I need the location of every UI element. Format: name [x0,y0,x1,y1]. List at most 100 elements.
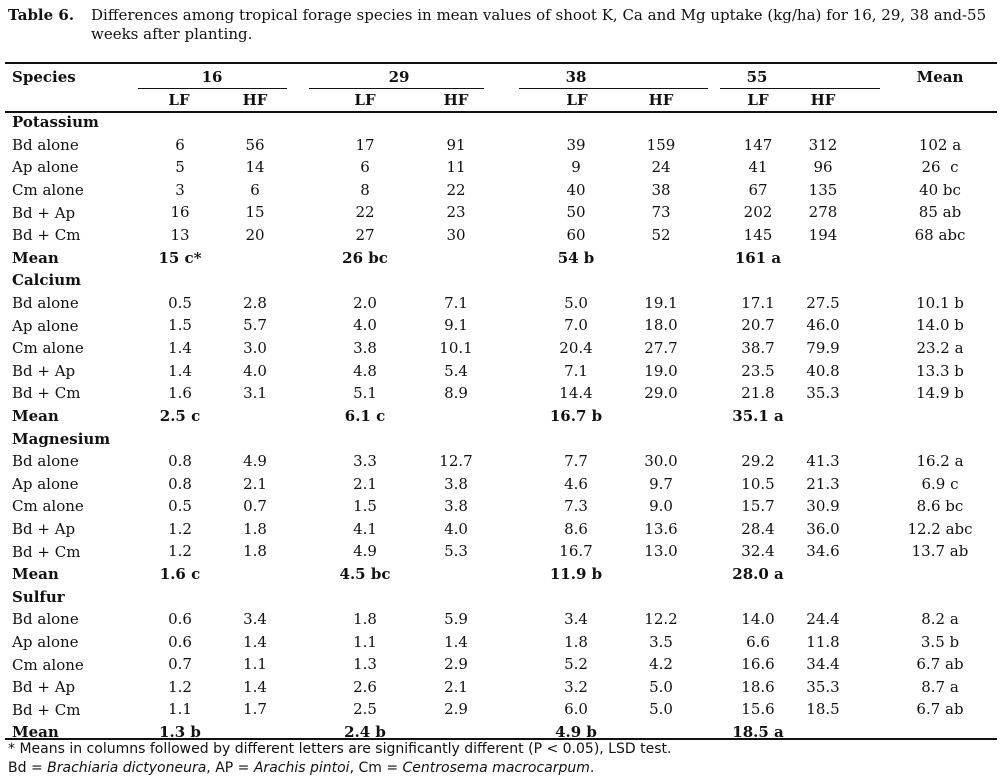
week-mean-cell: 54 b [557,248,595,267]
species-cell: Ap alone [12,474,79,493]
value-cell: 1.5 [353,497,377,516]
species-cell: Bd alone [12,610,79,629]
species-header: Species [12,68,76,86]
value-cell: 147 [743,135,773,154]
table-row: Bd + Ap 1.4 4.0 4.8 5.4 7.1 19.0 23.5 40.8 13.3 b [5,360,997,383]
week-mean-cell: 26 bc [342,248,388,267]
mean-cell: 13.7 ab [911,542,969,561]
value-cell: 0.7 [168,655,192,674]
week-29-header: 29 [388,68,410,86]
species-cell: Bd + Ap [12,203,76,222]
value-cell: 202 [743,203,773,222]
week-16-underline [138,88,287,89]
value-cell: 16.6 [741,655,775,674]
week-55-underline [720,88,880,89]
mean-row: Mean 1.6 c 4.5 bc 11.9 b 28.0 a [5,563,997,586]
table-row: Bd + Ap 1.2 1.8 4.1 4.0 8.6 13.6 28.4 36.0 12.2 a… [5,518,997,541]
header-rule [5,111,997,113]
value-cell: 20.4 [559,338,593,357]
value-cell: 0.8 [168,474,192,493]
table-row: Bd alone 6 56 17 91 39 159 147 312 102 a [5,134,997,157]
value-cell: 1.5 [168,316,192,335]
mean-cell: 16.2 a [916,451,964,470]
section-title: Sulfur [12,587,65,606]
value-cell: 1.4 [243,677,267,696]
lf-header-55: LF [747,91,769,109]
value-cell: 0.5 [168,497,192,516]
value-cell: 34.6 [806,542,840,561]
lf-header-29: LF [354,91,376,109]
row-cell: Mean 2.5 c 6.1 c 16.7 b 35.1 a [5,405,997,428]
value-cell: 7.0 [564,316,588,335]
value-cell: 4.9 [243,451,267,470]
value-cell: 1.1 [168,700,192,719]
value-cell: 3.8 [444,497,468,516]
value-cell: 2.9 [444,700,468,719]
value-cell: 3.3 [353,451,377,470]
value-cell: 6 [360,158,370,177]
species-cell: Cm alone [12,497,84,516]
value-cell: 0.5 [168,293,192,312]
value-cell: 1.8 [243,519,267,538]
value-cell: 2.1 [444,677,468,696]
value-cell: 1.8 [353,610,377,629]
mean-row: Mean 1.3 b 2.4 b 4.9 b 18.5 a [5,721,997,744]
value-cell: 1.1 [353,632,377,651]
value-cell: 1.4 [168,338,192,357]
species-cell: Ap alone [12,158,79,177]
value-cell: 21.3 [806,474,840,493]
species-cell: Cm alone [12,181,84,200]
value-cell: 3.1 [243,384,267,403]
abbr-name: Centrosema macrocarpum [402,760,590,776]
species-cell: Bd + Ap [12,519,76,538]
value-cell: 3.8 [444,474,468,493]
value-cell: 11.8 [806,632,840,651]
value-cell: 18.0 [644,316,678,335]
value-cell: 18.5 [806,700,840,719]
value-cell: 18.6 [741,677,775,696]
value-cell: 278 [808,203,838,222]
abbr-name: Arachis pintoi [253,760,350,776]
value-cell: 6 [175,135,185,154]
value-cell: 21.8 [741,384,775,403]
row-cell: Ap alone 5 14 6 11 9 24 41 96 26 c [5,156,997,179]
value-cell: 17 [355,135,375,154]
value-cell: 15.6 [741,700,775,719]
week-mean-cell: 1.6 c [159,564,201,583]
table-row: Ap alone 0.8 2.1 2.1 3.8 4.6 9.7 10.5 21.3 6.9 c [5,473,997,496]
value-cell: 73 [651,203,671,222]
mean-cell: 6.9 c [921,474,959,493]
row-cell: Mean 1.3 b 2.4 b 4.9 b 18.5 a [5,721,997,744]
value-cell: 19.1 [644,293,678,312]
value-cell: 5.3 [444,542,468,561]
value-cell: 1.4 [168,361,192,380]
value-cell: 38 [651,180,671,199]
value-cell: 35.3 [806,677,840,696]
species-cell: Bd + Cm [12,700,81,719]
value-cell: 7.1 [444,293,468,312]
mean-label: Mean [12,407,59,426]
species-cell: Cm alone [12,655,84,674]
species-cell: Bd alone [12,135,79,154]
week-mean-cell: 15 c* [158,248,202,267]
value-cell: 30.0 [644,451,678,470]
species-cell: Bd alone [12,294,79,313]
value-cell: 1.4 [243,632,267,651]
value-cell: 4.9 [353,542,377,561]
value-cell: 159 [646,135,676,154]
value-cell: 14.0 [741,610,775,629]
value-cell: 22 [446,180,466,199]
species-cell: Cm alone [12,339,84,358]
value-cell: 15 [245,203,265,222]
bottom-rule [5,738,997,740]
row-cell: Bd alone 0.6 3.4 1.8 5.9 3.4 12.2 14.0 24.4 8.2 a [5,608,997,631]
mean-cell: 40 bc [919,180,961,199]
value-cell: 50 [566,203,586,222]
section-row: Potassium [5,111,997,134]
value-cell: 1.6 [168,384,192,403]
species-cell: Bd alone [12,452,79,471]
value-cell: 4.0 [353,316,377,335]
value-cell: 27 [355,225,375,244]
mean-cell: 23.2 a [916,338,964,357]
value-cell: 2.1 [353,474,377,493]
